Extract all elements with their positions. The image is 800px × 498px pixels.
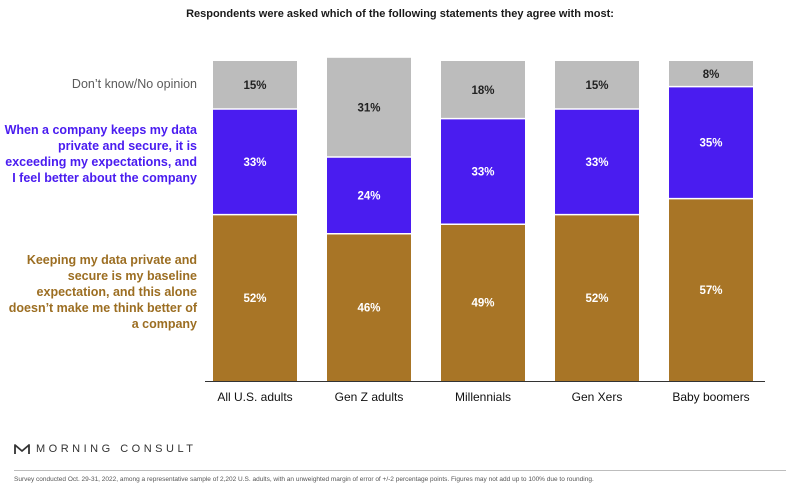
data-label: 33% — [471, 166, 494, 178]
category-label: Gen Xers — [572, 390, 623, 404]
legend-dont-know: Don’t know/No opinion — [71, 77, 197, 91]
bar-segment-exceeding-3 — [555, 109, 639, 215]
category-label: Baby boomers — [672, 390, 749, 404]
data-label: 18% — [471, 85, 494, 97]
data-label: 46% — [357, 302, 380, 314]
bar-segment-exceeding-0 — [213, 109, 297, 215]
legend-baseline-expectation: Keeping my data private and secure is my… — [8, 253, 197, 331]
data-label: 15% — [585, 80, 608, 92]
legend-exceeding-expectations: When a company keeps my data private and… — [4, 123, 197, 185]
bar-segment-baseline-4 — [669, 198, 753, 381]
bar-segment-baseline-2 — [441, 224, 525, 381]
data-label: 15% — [243, 80, 266, 92]
data-label: 8% — [703, 69, 720, 81]
stacked-bar-chart: 52% 33% 15% All U.S. adults 46% 24% 31% Gen Z a… — [205, 57, 765, 404]
bar-segment-baseline-0 — [213, 214, 297, 381]
data-label: 31% — [357, 102, 380, 114]
footer-divider — [14, 470, 786, 471]
category-label: Gen Z adults — [335, 390, 404, 404]
morning-consult-logo-icon — [14, 444, 30, 454]
data-label: 52% — [585, 293, 608, 305]
brand-logo: MORNING CONSULT — [14, 443, 196, 455]
brand-name: MORNING CONSULT — [36, 443, 197, 455]
bar-segment-exceeding-2 — [441, 118, 525, 225]
bar-segment-dont-know-1 — [327, 57, 411, 157]
bar-segment-baseline-1 — [327, 233, 411, 381]
bar-segment-dont-know-4 — [669, 61, 753, 87]
data-label: 35% — [699, 138, 722, 150]
bar-segment-dont-know-2 — [441, 61, 525, 119]
bar-segment-exceeding-4 — [669, 86, 753, 199]
bar-segment-dont-know-0 — [213, 61, 297, 109]
category-label: Millennials — [455, 390, 511, 404]
bar-segment-dont-know-3 — [555, 61, 639, 109]
data-label: 24% — [357, 190, 380, 202]
survey-footnote: Survey conducted Oct. 29-31, 2022, among… — [14, 476, 594, 483]
data-label: 33% — [243, 157, 266, 169]
data-label: 33% — [585, 157, 608, 169]
bar-segment-exceeding-1 — [327, 157, 411, 234]
chart-title: Respondents were asked which of the foll… — [186, 8, 614, 20]
data-label: 52% — [243, 293, 266, 305]
data-label: 57% — [699, 285, 722, 297]
category-label: All U.S. adults — [217, 390, 292, 404]
bar-segment-baseline-3 — [555, 214, 639, 381]
data-label: 49% — [471, 298, 494, 310]
